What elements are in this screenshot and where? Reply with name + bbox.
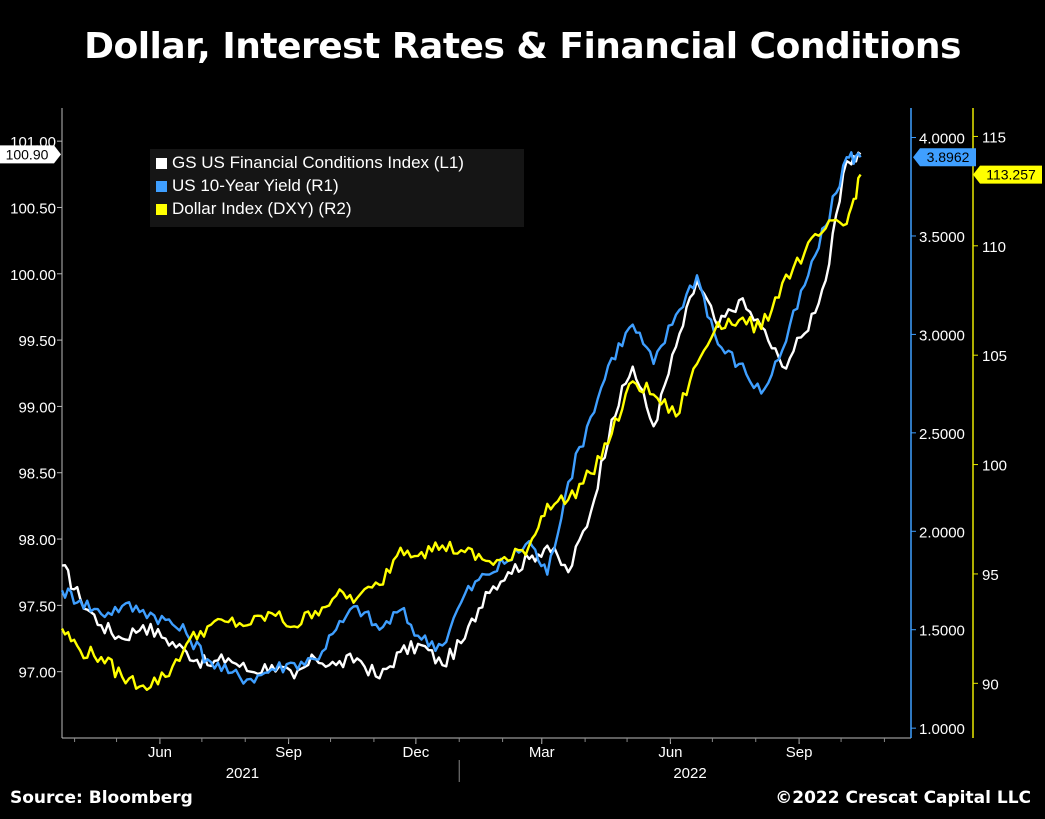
l1-tick-label: 100.50 <box>10 200 56 217</box>
r2-last-value-tag-bg <box>973 165 1042 184</box>
r2-tick-label: 95 <box>982 567 999 584</box>
l1-tick-label: 99.50 <box>18 333 56 350</box>
x-tick-label: Jun <box>148 744 172 761</box>
series-line-r2 <box>60 173 862 691</box>
r1-tick-label: 4.0000 <box>919 131 965 148</box>
r1-last-value-tag-bg <box>913 148 976 167</box>
source-note: Source: Bloomberg <box>10 788 193 808</box>
year-label: 2022 <box>673 765 706 782</box>
r2-tick-label: 90 <box>982 676 999 693</box>
axes-layer: 97.00 97.50 98.00 98.50 99.00 99.50 100.00 100.… <box>10 108 1007 782</box>
chart-title: Dollar, Interest Rates & Financial Condi… <box>84 26 961 67</box>
r2-tick-label: 115 <box>982 129 1006 146</box>
x-tick-label: Sep <box>275 744 302 761</box>
legend-swatch-white <box>156 158 167 169</box>
legend-item-us10y: US 10-Year Yield (R1) <box>156 176 339 196</box>
r2-tick-label: 105 <box>982 348 1007 365</box>
last-value-tags: 100.90 3.8962 113.257 <box>0 145 1042 184</box>
r2-tick-label: 110 <box>982 239 1006 256</box>
year-label: 2021 <box>226 765 259 782</box>
l1-tick-label: 100.00 <box>10 267 56 284</box>
l1-tick-label: 98.50 <box>18 466 56 483</box>
legend-item-dxy: Dollar Index (DXY) (R2) <box>156 199 352 219</box>
series-layer <box>60 151 862 691</box>
x-tick-label: Dec <box>403 744 430 761</box>
legend-label: GS US Financial Conditions Index (L1) <box>172 153 464 172</box>
series-line-l1 <box>61 151 862 680</box>
l1-tick-label: 97.00 <box>18 665 56 682</box>
legend-label: US 10-Year Yield (R1) <box>172 176 339 195</box>
l1-tick-label: 97.50 <box>18 598 56 615</box>
l1-last-value-tag-bg <box>0 145 61 164</box>
x-tick-label: Mar <box>529 744 555 761</box>
r1-tick-label: 2.0000 <box>919 524 965 541</box>
r1-tick-label: 1.5000 <box>919 623 965 640</box>
x-tick-label: Jun <box>658 744 682 761</box>
legend-label: Dollar Index (DXY) (R2) <box>172 199 352 218</box>
r1-tick-label: 3.0000 <box>919 327 965 344</box>
legend-item-gs-fci: GS US Financial Conditions Index (L1) <box>156 153 464 173</box>
legend-swatch-blue <box>156 181 167 192</box>
r1-tick-label: 1.0000 <box>919 721 965 738</box>
r1-tick-label: 2.5000 <box>919 426 965 443</box>
x-tick-label: Sep <box>786 744 813 761</box>
r2-tick-label: 100 <box>982 458 1007 475</box>
l1-tick-label: 98.00 <box>18 532 56 549</box>
r2-last-value-tag-text: 113.257 <box>986 167 1036 183</box>
copyright-note: ©2022 Crescat Capital LLC <box>775 788 1031 808</box>
r1-last-value-tag-text: 3.8962 <box>927 149 970 165</box>
series-line-r1 <box>60 151 862 685</box>
r1-tick-label: 3.5000 <box>919 229 965 246</box>
l1-tick-label: 99.00 <box>18 399 56 416</box>
legend: GS US Financial Conditions Index (L1) US… <box>150 149 524 227</box>
l1-last-value-tag-text: 100.90 <box>6 146 49 162</box>
legend-swatch-yellow <box>156 204 167 215</box>
